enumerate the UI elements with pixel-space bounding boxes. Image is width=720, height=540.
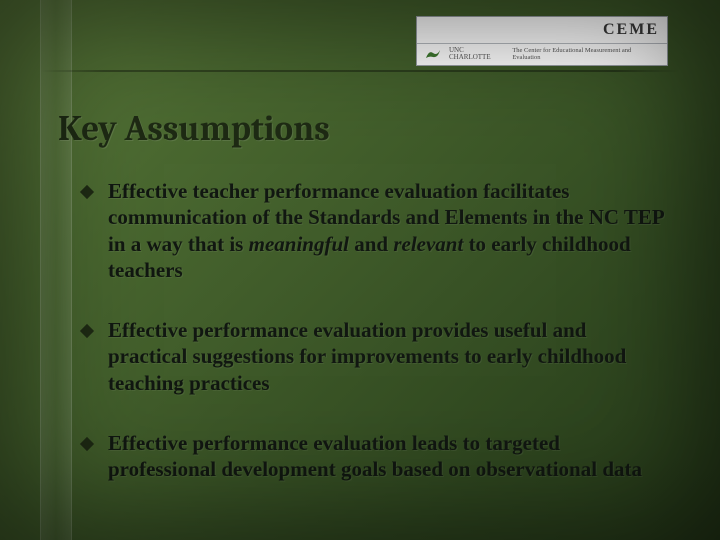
slide-title: Key Assumptions bbox=[58, 108, 330, 149]
bullet-list: Effective teacher performance evaluation… bbox=[82, 178, 668, 482]
list-item: Effective performance evaluation leads t… bbox=[82, 430, 668, 483]
diamond-bullet-icon bbox=[80, 185, 94, 199]
logo-tagline: The Center for Educational Measurement a… bbox=[512, 47, 667, 61]
header-divider bbox=[40, 70, 680, 72]
list-item: Effective teacher performance evaluation… bbox=[82, 178, 668, 283]
leaf-icon bbox=[423, 47, 443, 61]
bullet-text: Effective teacher performance evaluation… bbox=[108, 178, 668, 283]
logo-bottom-row: UNC CHARLOTTE The Center for Educational… bbox=[417, 44, 667, 65]
list-item: Effective performance evaluation provide… bbox=[82, 317, 668, 396]
bullet-text: Effective performance evaluation leads t… bbox=[108, 430, 668, 483]
diamond-bullet-icon bbox=[80, 324, 94, 338]
logo-letters: CEME bbox=[417, 17, 667, 44]
diamond-bullet-icon bbox=[80, 437, 94, 451]
side-accent-stripe bbox=[40, 0, 72, 540]
bullet-text: Effective performance evaluation provide… bbox=[108, 317, 668, 396]
logo-university-label: UNC CHARLOTTE bbox=[449, 47, 506, 61]
logo-card: CEME UNC CHARLOTTE The Center for Educat… bbox=[416, 16, 668, 66]
